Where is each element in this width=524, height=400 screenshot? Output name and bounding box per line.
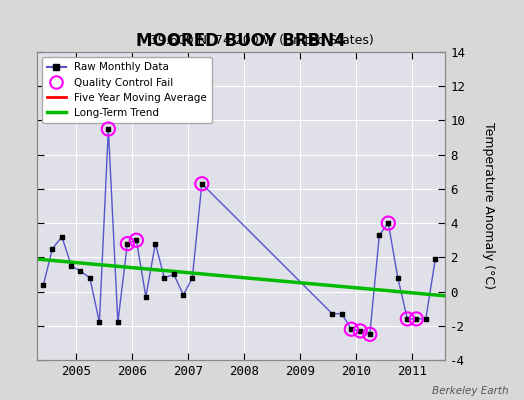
Point xyxy=(347,326,355,332)
Title: MOORED BUOY BRBN4: MOORED BUOY BRBN4 xyxy=(136,32,346,50)
Point xyxy=(123,240,132,247)
Y-axis label: Temperature Anomaly (°C): Temperature Anomaly (°C) xyxy=(482,122,495,290)
Point xyxy=(76,268,84,274)
Point xyxy=(356,328,365,334)
Point xyxy=(347,326,355,332)
Point xyxy=(48,246,57,252)
Point xyxy=(39,282,48,288)
Point xyxy=(366,331,374,338)
Text: 39.600 N, 74.200 W (United States): 39.600 N, 74.200 W (United States) xyxy=(150,34,374,47)
Point xyxy=(104,126,113,132)
Point xyxy=(198,180,206,187)
Point xyxy=(422,316,430,322)
Point xyxy=(403,316,411,322)
Point xyxy=(198,180,206,187)
Point xyxy=(375,232,384,238)
Point xyxy=(384,220,392,226)
Point xyxy=(58,234,66,240)
Legend: Raw Monthly Data, Quality Control Fail, Five Year Moving Average, Long-Term Tren: Raw Monthly Data, Quality Control Fail, … xyxy=(42,57,212,123)
Point xyxy=(114,319,122,326)
Point xyxy=(141,294,150,300)
Point xyxy=(132,237,140,244)
Point xyxy=(160,275,169,281)
Point xyxy=(151,240,160,247)
Point xyxy=(179,292,188,298)
Point xyxy=(431,256,440,262)
Point xyxy=(356,328,365,334)
Point xyxy=(132,237,140,244)
Point xyxy=(188,275,196,281)
Point xyxy=(394,275,402,281)
Point xyxy=(67,263,75,269)
Point xyxy=(328,310,336,317)
Point xyxy=(86,275,94,281)
Point xyxy=(104,126,113,132)
Point xyxy=(403,316,411,322)
Point xyxy=(123,240,132,247)
Point xyxy=(337,310,346,317)
Point xyxy=(95,319,104,326)
Point xyxy=(412,316,420,322)
Point xyxy=(170,271,178,278)
Point xyxy=(412,316,420,322)
Point xyxy=(384,220,392,226)
Point xyxy=(366,331,374,338)
Text: Berkeley Earth: Berkeley Earth xyxy=(432,386,508,396)
